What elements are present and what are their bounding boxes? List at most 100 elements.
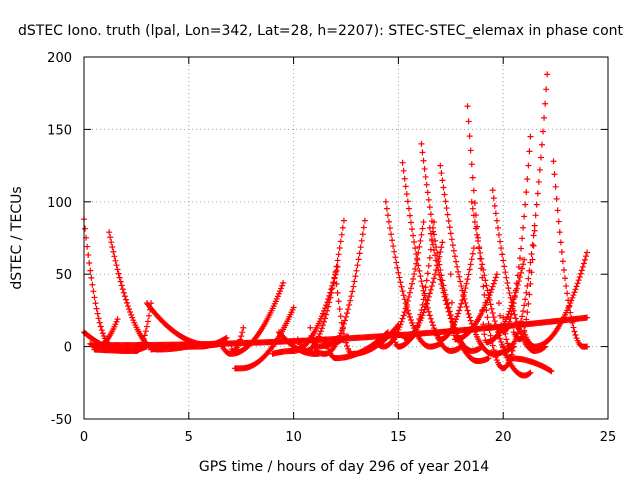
data-point (584, 343, 591, 350)
data-point (108, 239, 115, 246)
data-point (95, 315, 102, 322)
data-point (496, 231, 503, 238)
data-point (94, 310, 101, 317)
data-point (526, 148, 533, 155)
data-point (388, 231, 395, 238)
data-point (401, 175, 408, 182)
data-point (479, 307, 486, 314)
data-point (468, 256, 475, 263)
data-point (110, 248, 117, 255)
data-point (326, 299, 333, 306)
data-point (491, 350, 498, 357)
data-point (327, 294, 334, 301)
data-point (440, 184, 447, 191)
data-point (574, 280, 581, 287)
data-point (114, 266, 121, 273)
data-point (391, 336, 398, 343)
data-point (525, 300, 532, 307)
data-point (385, 218, 392, 225)
data-point (455, 268, 462, 275)
data-point (521, 213, 528, 220)
data-point (431, 219, 438, 226)
data-point (509, 299, 516, 306)
data-point (450, 247, 457, 254)
data-point (461, 289, 468, 296)
data-point (555, 218, 562, 225)
data-point (322, 315, 329, 322)
data-point (339, 224, 346, 231)
data-point (442, 297, 449, 304)
data-point (576, 273, 583, 280)
data-point (397, 321, 404, 328)
data-point (524, 282, 531, 289)
data-point (96, 319, 103, 326)
data-point (451, 253, 458, 260)
data-point (519, 235, 526, 242)
data-point (444, 211, 451, 218)
data-point (308, 333, 315, 340)
data-point (126, 306, 133, 313)
data-point (128, 311, 135, 318)
data-point (462, 299, 469, 306)
data-point (483, 282, 490, 289)
data-point (541, 114, 548, 121)
data-point (447, 230, 454, 237)
data-point (341, 335, 348, 342)
data-point (472, 225, 479, 232)
data-point (421, 165, 428, 172)
data-point (492, 274, 499, 281)
data-point (401, 296, 408, 303)
series-sat-32 (510, 227, 538, 343)
data-point (290, 304, 297, 311)
data-point (334, 289, 341, 296)
data-point (422, 303, 429, 310)
data-point (418, 140, 425, 147)
data-point (396, 324, 403, 331)
data-point (360, 224, 367, 231)
data-point (240, 324, 247, 331)
data-point (113, 262, 120, 269)
data-point (384, 329, 391, 336)
data-point (393, 259, 400, 266)
data-point (481, 272, 488, 279)
data-point (144, 318, 151, 325)
data-point (323, 339, 330, 346)
data-point (394, 264, 401, 271)
data-point (294, 336, 301, 343)
data-point (487, 289, 494, 296)
data-point (331, 274, 338, 281)
data-point (477, 249, 484, 256)
data-point (341, 317, 348, 324)
data-point (471, 200, 478, 207)
data-point (337, 238, 344, 245)
data-point (563, 283, 570, 290)
data-point (550, 158, 557, 165)
data-point (518, 318, 525, 325)
data-point (402, 305, 409, 312)
data-point (498, 245, 505, 252)
data-point (106, 229, 113, 236)
data-point (353, 267, 360, 274)
data-point (521, 256, 528, 263)
data-point (488, 286, 495, 293)
data-point (490, 195, 497, 202)
data-point (534, 190, 541, 197)
data-point (455, 310, 462, 317)
data-point (107, 234, 114, 241)
data-point (404, 198, 411, 205)
data-point (505, 285, 512, 292)
data-point (542, 100, 549, 107)
data-point (343, 313, 349, 320)
data-point (523, 289, 530, 296)
data-point (530, 242, 537, 249)
data-point (492, 210, 499, 217)
data-point (506, 308, 513, 315)
data-point (485, 294, 492, 301)
data-point (402, 183, 409, 190)
data-point (457, 278, 464, 285)
x-tick-label: 5 (185, 430, 193, 445)
data-point (409, 319, 416, 326)
data-point (407, 219, 414, 226)
data-point (457, 304, 464, 311)
data-point (486, 292, 493, 299)
